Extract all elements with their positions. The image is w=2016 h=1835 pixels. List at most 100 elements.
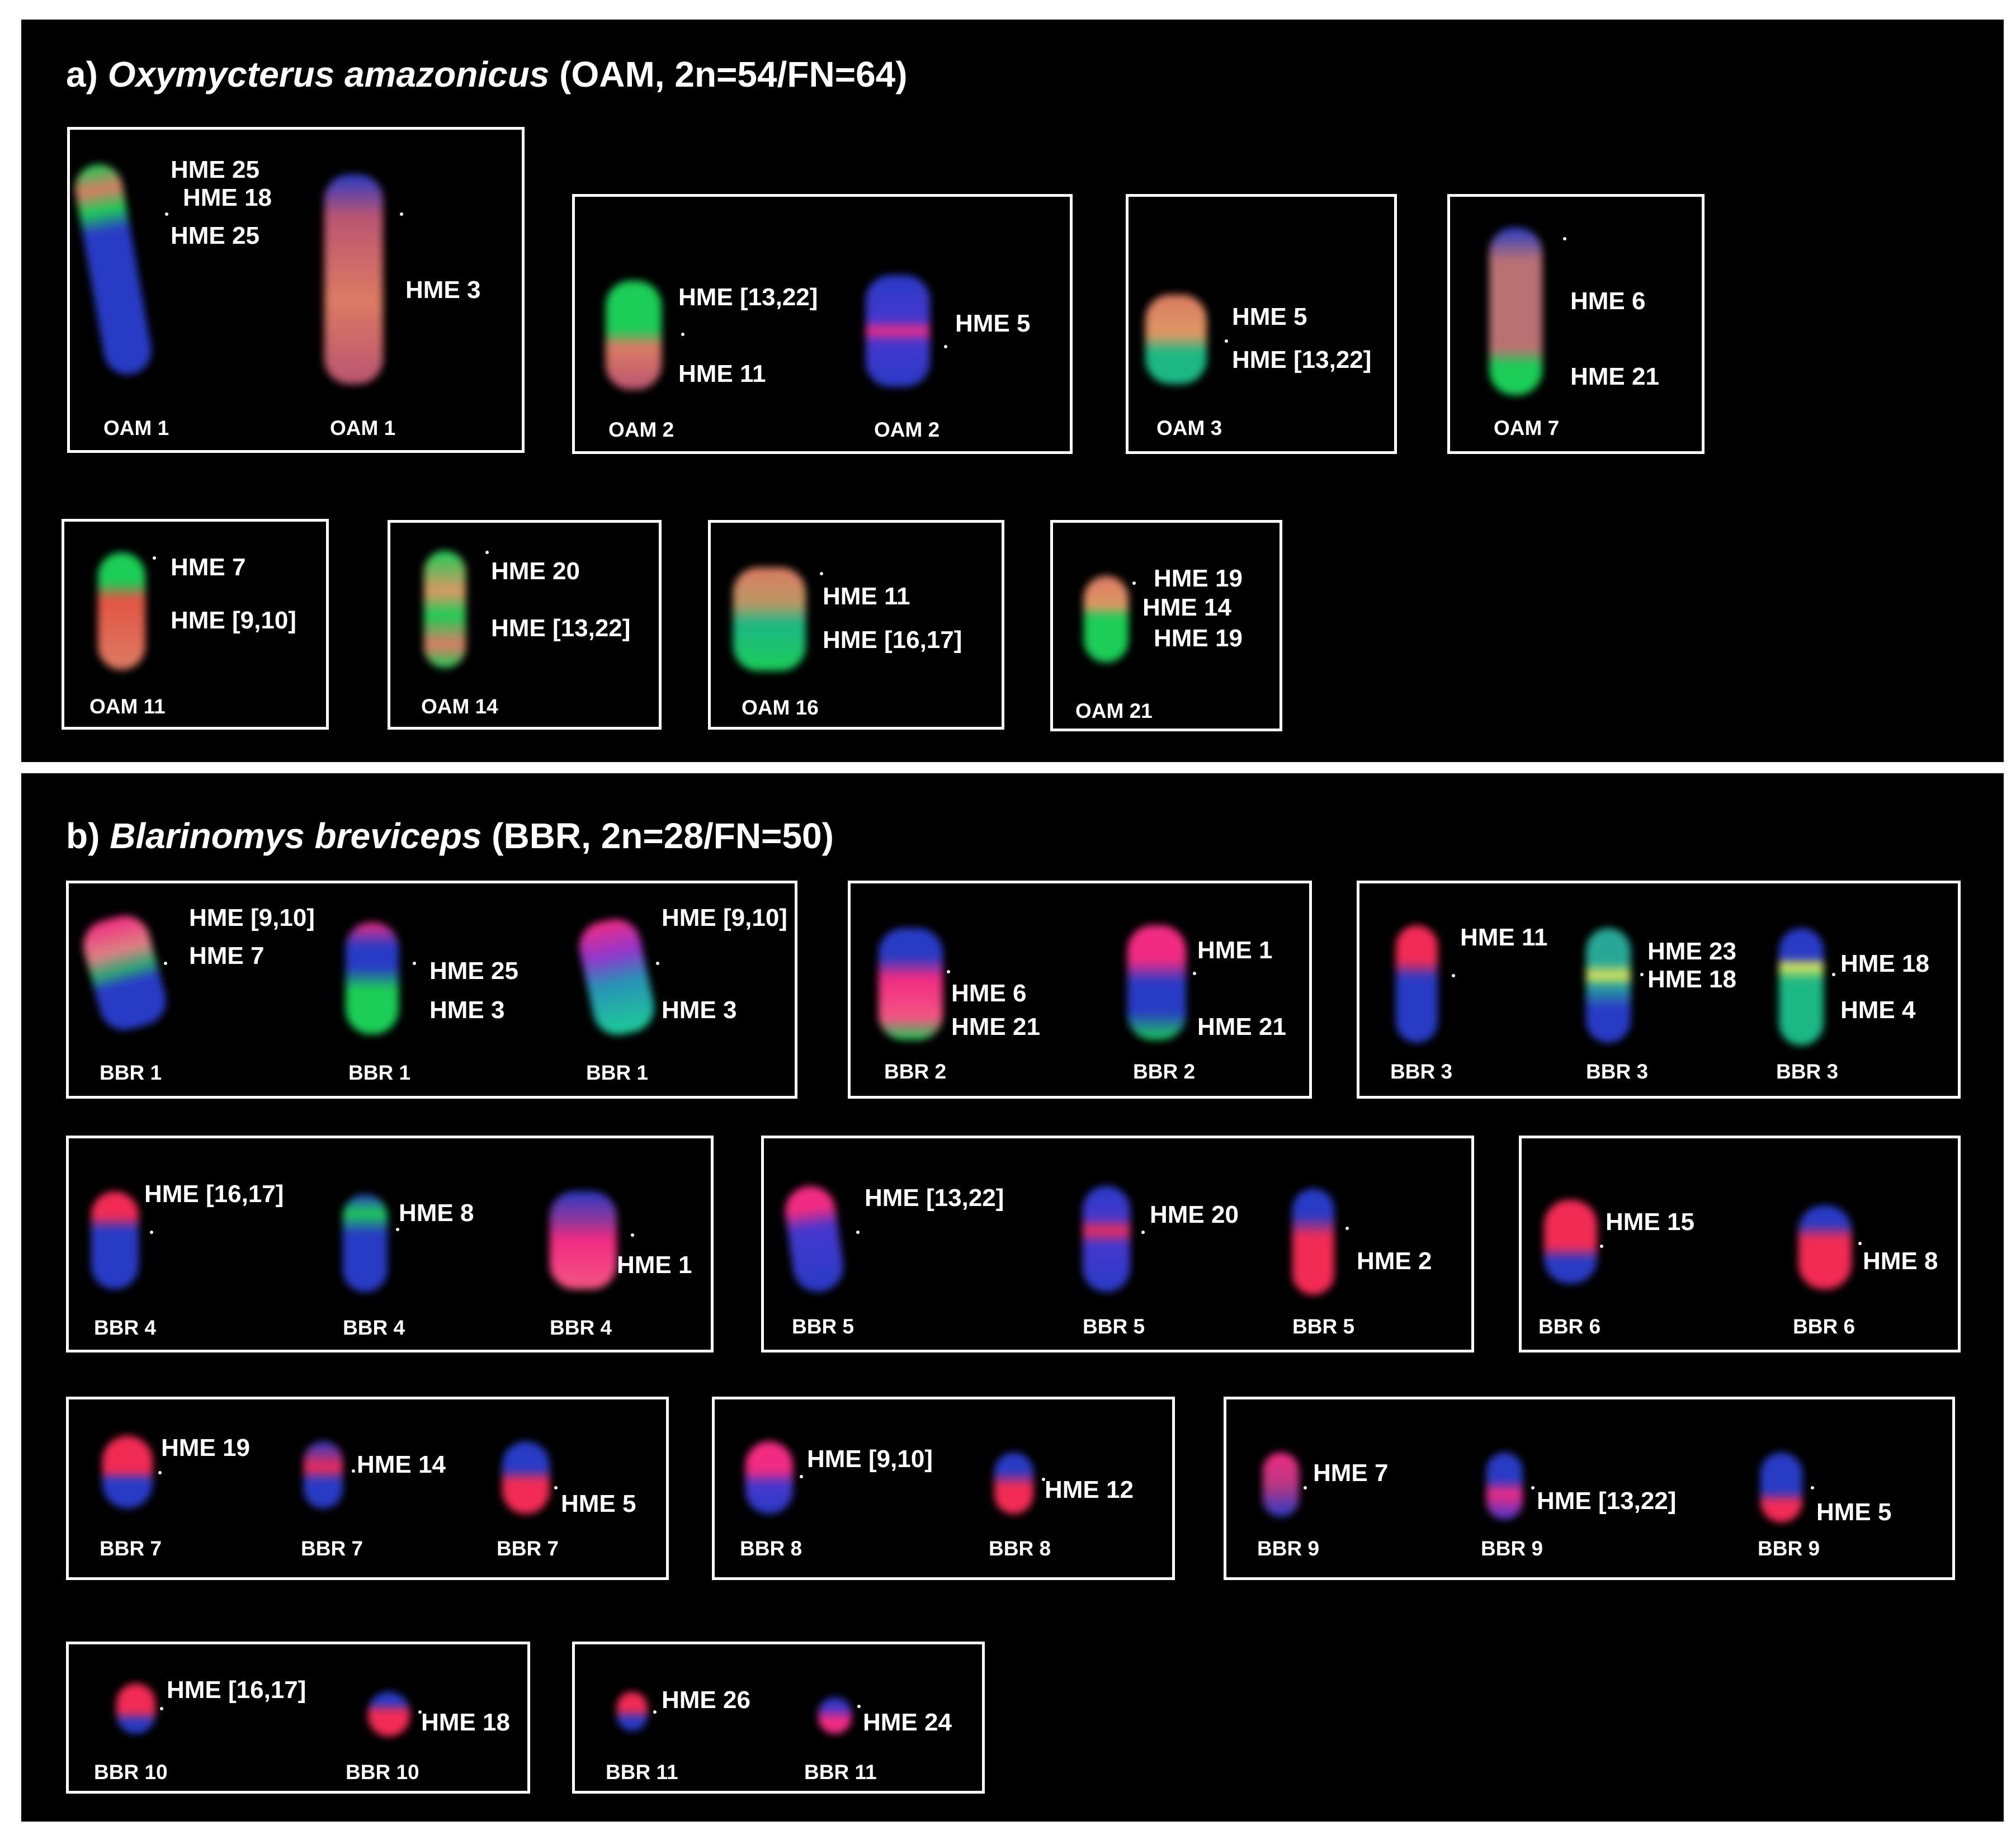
bbr4-box: HME [16,17] HME 8 HME 1 BBR 4 BBR 4 BBR … [66, 1136, 714, 1352]
centromere-mark [944, 345, 947, 348]
probe-label: HME [9,10] [189, 904, 315, 931]
chromosome [368, 1692, 410, 1737]
probe-label: HME [9,10] [807, 1445, 933, 1473]
chromosome-caption: BBR 6 [1793, 1315, 1856, 1338]
probe-label: HME 7 [171, 554, 246, 581]
oam3-box: HME 5 HME [13,22] OAM 3 [1126, 194, 1397, 454]
chromosome-caption: OAM 3 [1156, 417, 1222, 439]
probe-label: HME 11 [678, 360, 766, 387]
panel-a: a) Oxymycterus amazonicus (OAM, 2n=54/FN… [21, 20, 2004, 762]
centromere-mark [153, 556, 156, 560]
chromosome-caption: BBR 1 [586, 1061, 649, 1084]
probe-label: HME 5 [1816, 1498, 1892, 1526]
centromere-mark [396, 1228, 399, 1231]
chromosome [78, 910, 172, 1036]
chromosome [1779, 928, 1824, 1046]
centromere-mark [158, 1471, 162, 1474]
centromere-mark [820, 572, 823, 575]
chromosome-caption: BBR 8 [989, 1537, 1051, 1560]
chromosome-caption: BBR 9 [1481, 1537, 1543, 1560]
chromosome [574, 914, 659, 1040]
centromere-mark [1858, 1242, 1862, 1245]
chromosome-caption: BBR 7 [100, 1537, 162, 1560]
oam2-box: HME [13,22] HME 11 HME 5 OAM 2 OAM 2 [572, 194, 1073, 454]
chromosome [424, 551, 466, 668]
oam21-box: HME 19 HME 14 HME 19 OAM 21 [1050, 520, 1282, 731]
probe-label: HME 20 [1150, 1201, 1239, 1228]
probe-label: HME [16,17] [823, 626, 962, 654]
chromosome-caption: BBR 2 [884, 1060, 947, 1083]
chromosome-caption: BBR 11 [804, 1761, 877, 1784]
chromosome [324, 174, 383, 384]
chromosome-caption: BBR 9 [1758, 1537, 1820, 1560]
chromosome [1798, 1205, 1852, 1289]
chromosome [1263, 1453, 1299, 1517]
probe-label: HME [9,10] [662, 904, 787, 931]
probe-label: HME 3 [429, 996, 505, 1024]
bbr11-box: HME 26 HME 24 BBR 11 BBR 11 [572, 1642, 985, 1794]
chromosome-caption: BBR 7 [301, 1537, 363, 1560]
probe-label: HME 6 [951, 980, 1027, 1007]
chromosome [1145, 295, 1207, 384]
chromosome-caption: BBR 4 [94, 1316, 157, 1339]
chromosome [745, 1441, 793, 1514]
centromere-mark [164, 962, 167, 965]
centromere-mark [1452, 974, 1455, 977]
panel-a-letter: a) [66, 54, 98, 94]
centromere-mark [856, 1231, 860, 1234]
chromosome-caption: BBR 4 [343, 1316, 405, 1339]
probe-label: HME 18 [1840, 950, 1929, 977]
centromere-mark [1640, 973, 1644, 976]
bbr10-box: HME [16,17] HME 18 BBR 10 BBR 10 [66, 1642, 530, 1794]
probe-label: HME [9,10] [171, 607, 296, 634]
chromosome [782, 1183, 847, 1295]
chromosome [1486, 1453, 1523, 1520]
centromere-mark [1531, 1486, 1535, 1489]
chromosome-caption: BBR 6 [1538, 1315, 1601, 1338]
centromere-mark [653, 1710, 657, 1714]
probe-label: HME 5 [955, 310, 1031, 337]
chromosome-caption: OAM 11 [89, 695, 166, 718]
chromosome [346, 923, 399, 1034]
probe-label: HME 12 [1045, 1476, 1134, 1503]
oam7-box: HME 6 HME 21 OAM 7 [1447, 194, 1705, 454]
chromosome-caption: BBR 8 [740, 1537, 802, 1560]
probe-label: HME 19 [161, 1434, 250, 1462]
probe-label: HME 1 [617, 1251, 692, 1279]
centromere-mark [800, 1475, 803, 1478]
oam1-box: HME 25 HME 18 HME 25 HME 3 OAM 1 OAM 1 [67, 127, 525, 453]
chromosome-caption: OAM 2 [608, 418, 674, 441]
probe-label: HME 4 [1840, 996, 1916, 1024]
chromosome-caption: BBR 1 [348, 1061, 411, 1084]
centromere-mark [947, 970, 950, 973]
probe-label: HME [13,22] [1537, 1487, 1677, 1515]
chromosome-caption: OAM 14 [421, 695, 498, 718]
chromosome-caption: BBR 10 [94, 1761, 168, 1784]
chromosome-caption: BBR 3 [1776, 1060, 1839, 1083]
chromosome [1083, 1186, 1130, 1292]
probe-label: HME [13,22] [1232, 346, 1372, 373]
probe-label: HME 25 [171, 156, 259, 183]
probe-label: HME 1 [1197, 937, 1273, 964]
probe-label: HME [13,22] [491, 614, 631, 642]
centromere-mark [400, 212, 403, 216]
chromosome [733, 567, 806, 671]
chromosome-caption: BBR 4 [550, 1316, 612, 1339]
centromere-mark [418, 1710, 422, 1714]
bbr8-box: HME [9,10] HME 12 BBR 8 BBR 8 [712, 1397, 1175, 1580]
bbr1-box: HME [9,10] HME 7 HME 25 HME 3 HME [9,10]… [66, 881, 797, 1099]
probe-label: HME 19 [1154, 625, 1243, 652]
bbr2-box: HME 6 HME 21 HME 1 HME 21 BBR 2 BBR 2 [848, 881, 1312, 1099]
oam16-box: HME 11 HME [16,17] OAM 16 [708, 520, 1004, 730]
probe-label: HME 21 [1197, 1013, 1286, 1041]
probe-label: HME 14 [1142, 594, 1231, 621]
panel-b-karyotype: (BBR, 2n=28/FN=50) [492, 816, 834, 856]
chromosome [1396, 925, 1438, 1043]
chromosome [818, 1697, 852, 1734]
chromosome-caption: BBR 5 [1083, 1315, 1145, 1338]
panel-b: b) Blarinomys breviceps (BBR, 2n=28/FN=5… [21, 773, 2004, 1822]
centromere-mark [165, 212, 168, 216]
centromere-mark [681, 333, 684, 336]
probe-label: HME 3 [405, 276, 481, 304]
panel-a-karyotype: (OAM, 2n=54/FN=64) [559, 54, 908, 94]
